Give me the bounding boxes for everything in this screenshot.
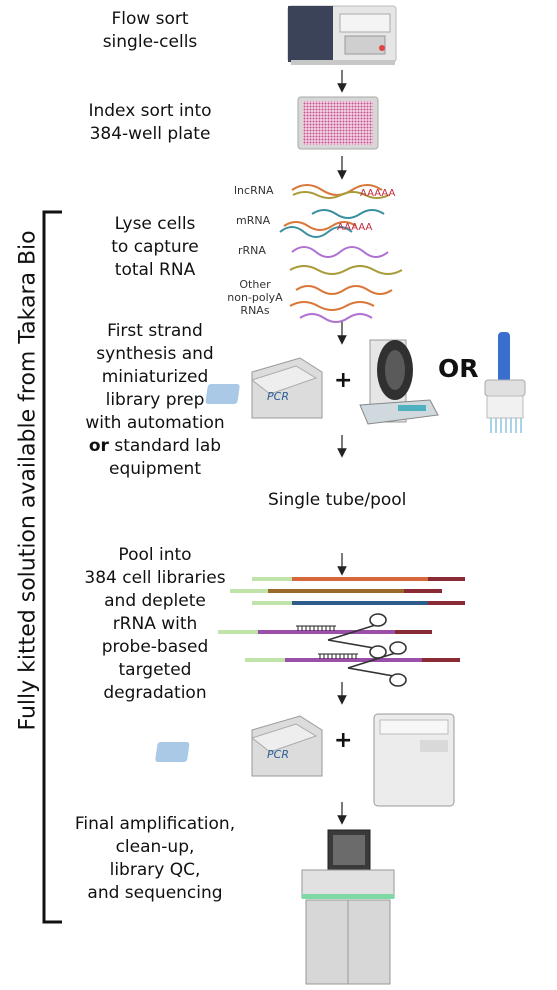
or-label: OR [438, 354, 479, 383]
pcr-machine-icon: PCR [205, 358, 322, 418]
rna-label-lncrna: lncRNA [234, 184, 273, 197]
pcr-label: PCR [267, 748, 289, 761]
single-tube-label: Single tube/pool [268, 490, 406, 510]
pcr-label: PCR [267, 390, 289, 403]
plus-sign: + [334, 368, 352, 393]
library-fragments [218, 579, 465, 660]
polya-tail: AAAAA [337, 222, 372, 233]
well-plate-icon [298, 97, 378, 149]
liquid-handler-icon [360, 340, 438, 424]
rna-label-line: RNAs [225, 304, 285, 317]
multichannel-pipette-icon [485, 332, 525, 433]
rna-label-mrna: mRNA [236, 214, 270, 227]
polya-tail: AAAAA [360, 188, 395, 199]
plus-sign: + [334, 728, 352, 753]
flow-sorter-icon [288, 6, 396, 65]
rna-label-line: non-polyA [225, 291, 285, 304]
pcr-machine-icon: PCR [155, 716, 322, 776]
incubator-icon [374, 714, 454, 806]
rna-label-other: Other non-polyA RNAs [225, 278, 285, 317]
rna-label-rrna: rRNA [238, 244, 266, 257]
rna-label-line: Other [225, 278, 285, 291]
rna-molecules [280, 185, 402, 322]
sequencer-icon [302, 830, 394, 984]
scissors-icon [328, 614, 386, 658]
